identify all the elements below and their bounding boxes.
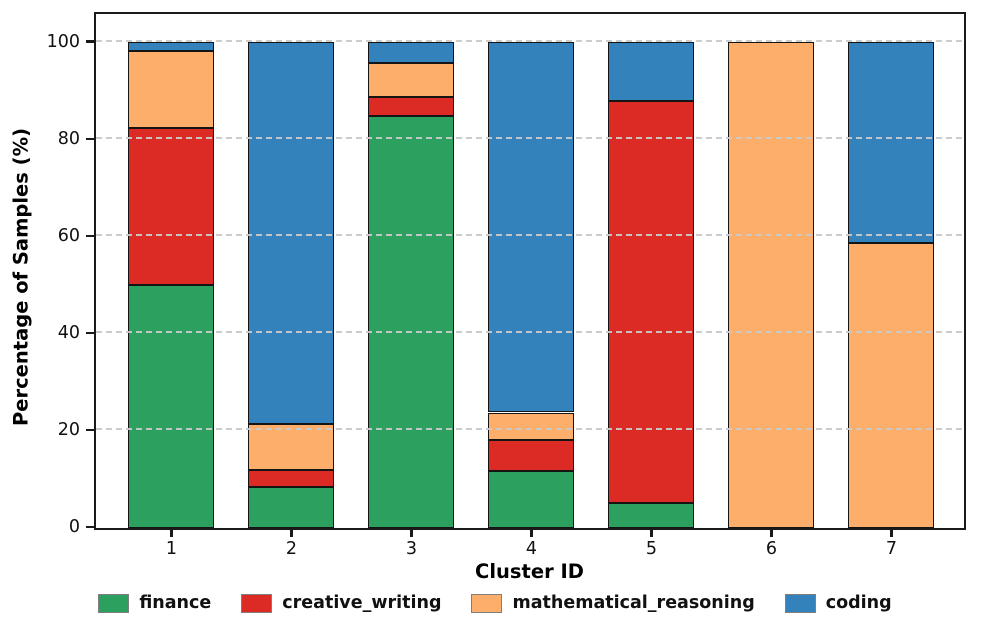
y-tick-label-20: 20: [57, 419, 80, 440]
legend-swatch-finance: [98, 593, 130, 613]
y-tick-label-40: 40: [57, 322, 80, 343]
x-tick-label-2: 2: [285, 539, 298, 559]
x-tick-mark-6: [770, 529, 773, 537]
x-tick-mark-2: [290, 529, 293, 537]
bar-segment-mathematical_reasoning-cluster-7: [848, 242, 934, 528]
legend-item-coding: coding: [784, 593, 892, 613]
x-tick-mark-5: [650, 529, 653, 537]
legend-swatch-mathematical_reasoning: [471, 593, 503, 613]
y-tick-mark-0: [86, 525, 94, 529]
bar-segment-finance-cluster-1: [128, 284, 214, 528]
x-tick-mark-1: [170, 529, 173, 537]
bar-segment-finance-cluster-4: [488, 471, 574, 528]
x-tick-label-1: 1: [165, 539, 178, 559]
bar-segment-creative_writing-cluster-2: [248, 469, 334, 487]
y-tick-mark-40: [86, 331, 94, 335]
x-tick-mark-7: [890, 529, 893, 537]
bar-segment-finance-cluster-5: [608, 503, 694, 528]
bar-segment-mathematical_reasoning-cluster-4: [488, 412, 574, 440]
legend-item-mathematical_reasoning: mathematical_reasoning: [471, 593, 755, 613]
bar-segment-coding-cluster-3: [368, 42, 454, 63]
bar-segment-mathematical_reasoning-cluster-2: [248, 424, 334, 470]
x-tick-label-7: 7: [885, 539, 898, 559]
bar-segment-creative_writing-cluster-5: [608, 100, 694, 504]
bar-segment-coding-cluster-7: [848, 42, 934, 243]
bar-segment-coding-cluster-5: [608, 42, 694, 101]
bar-segment-finance-cluster-3: [368, 116, 454, 528]
bar-segment-coding-cluster-1: [128, 42, 214, 52]
x-tick-label-3: 3: [405, 539, 418, 559]
y-tick-label-60: 60: [57, 225, 80, 246]
bar-segment-mathematical_reasoning-cluster-1: [128, 51, 214, 129]
bar-segment-creative_writing-cluster-4: [488, 439, 574, 472]
y-tick-mark-60: [86, 234, 94, 238]
x-axis-title: Cluster ID: [475, 560, 584, 583]
bar-segment-creative_writing-cluster-1: [128, 128, 214, 285]
y-axis-title: Percentage of Samples (%): [9, 127, 33, 427]
y-tick-label-80: 80: [57, 128, 80, 149]
y-tick-label-0: 0: [68, 517, 80, 537]
y-tick-mark-80: [86, 137, 94, 140]
x-tick-label-4: 4: [525, 539, 538, 559]
x-tick-label-5: 5: [645, 539, 658, 559]
bar-segment-coding-cluster-2: [248, 42, 334, 425]
y-tick-mark-100: [86, 40, 94, 43]
y-tick-label-100: 100: [46, 31, 80, 52]
x-tick-label-6: 6: [765, 539, 778, 559]
bar-segment-coding-cluster-4: [488, 42, 574, 413]
legend-item-finance: finance: [98, 593, 211, 613]
bar-segment-mathematical_reasoning-cluster-3: [368, 62, 454, 98]
bar-segment-finance-cluster-2: [248, 486, 334, 528]
legend-label-coding: coding: [825, 593, 892, 613]
legend-swatch-coding: [784, 593, 816, 613]
legend-label-finance: finance: [139, 593, 212, 613]
legend-item-creative_writing: creative_writing: [241, 593, 441, 613]
plot-area: [93, 11, 966, 530]
y-tick-mark-20: [86, 428, 94, 432]
legend-label-mathematical_reasoning: mathematical_reasoning: [512, 593, 755, 613]
bar-segment-creative_writing-cluster-3: [368, 97, 454, 117]
legend-label-creative_writing: creative_writing: [282, 593, 442, 613]
x-tick-mark-3: [410, 529, 413, 537]
x-tick-mark-4: [530, 529, 533, 537]
legend: finance creative_writing mathematical_reas…: [0, 593, 990, 613]
bar-segment-mathematical_reasoning-cluster-6: [728, 42, 814, 528]
legend-swatch-creative_writing: [241, 593, 273, 613]
